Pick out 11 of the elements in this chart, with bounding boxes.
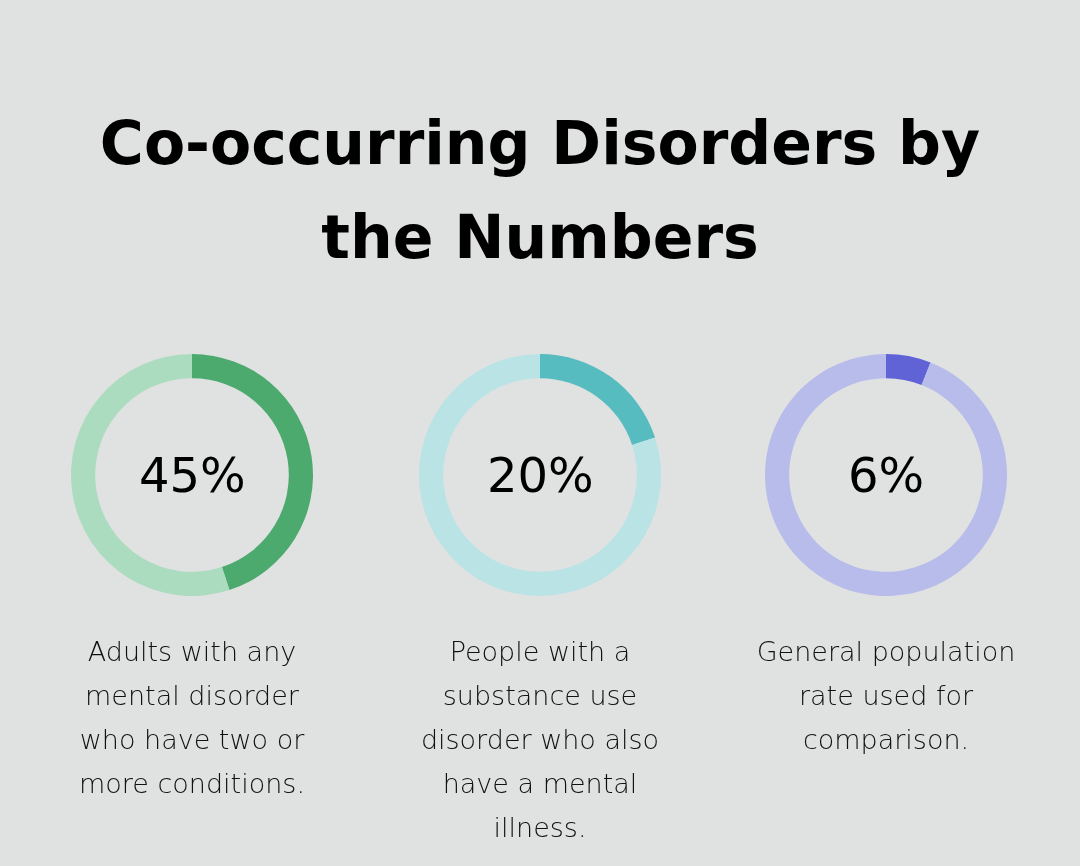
donut-slice — [886, 354, 931, 385]
text: General population rate used for comparison. — [755, 635, 1017, 757]
donut-slice — [540, 354, 656, 446]
text: Co-occurring Disorders by the Numbers — [98, 107, 982, 274]
text: 45% — [139, 447, 246, 503]
text: 20% — [487, 447, 594, 503]
donut-slice — [765, 354, 1007, 596]
text: Adults with any mental disorder who have two or more conditions. — [78, 635, 306, 801]
text: 6% — [848, 447, 925, 503]
text: People with a substance use disorder who also have a mental illness. — [419, 635, 661, 845]
donut-slice — [419, 354, 661, 596]
